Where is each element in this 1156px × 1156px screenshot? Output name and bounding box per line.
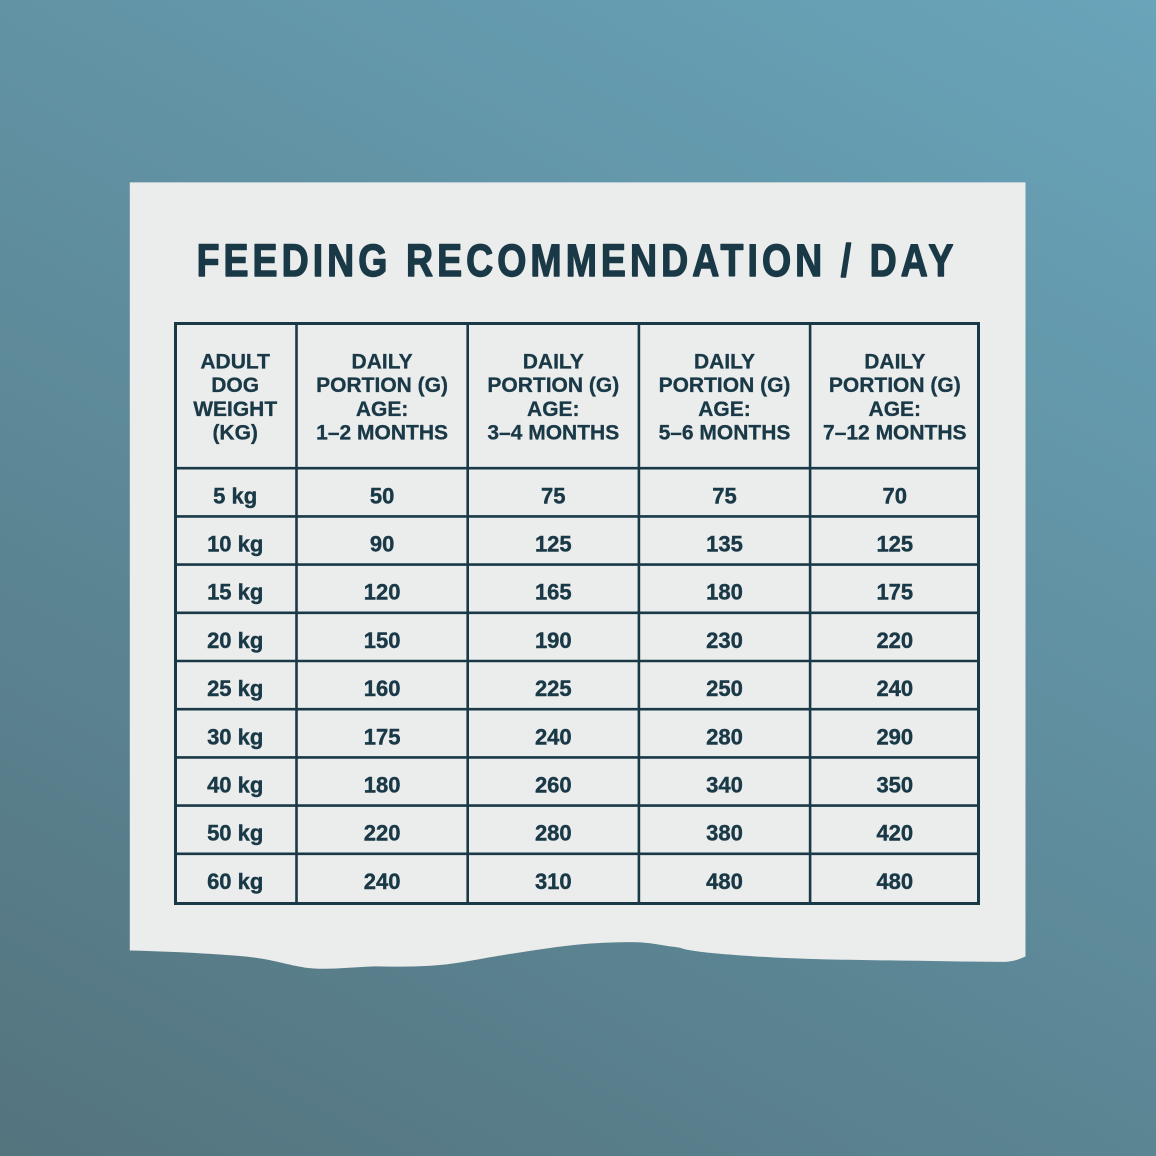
svg-text:ADULT: ADULT [200, 351, 270, 374]
svg-text:1–2 MONTHS: 1–2 MONTHS [316, 421, 448, 444]
svg-text:5–6 MONTHS: 5–6 MONTHS [659, 421, 791, 444]
svg-text:310: 310 [535, 869, 572, 894]
svg-text:AGE:: AGE: [527, 398, 580, 421]
svg-text:5 kg: 5 kg [213, 483, 257, 508]
svg-text:AGE:: AGE: [698, 398, 751, 421]
svg-text:190: 190 [535, 628, 572, 653]
svg-text:20 kg: 20 kg [207, 628, 263, 653]
svg-text:250: 250 [706, 676, 743, 701]
svg-text:7–12 MONTHS: 7–12 MONTHS [823, 421, 967, 444]
svg-text:30 kg: 30 kg [207, 724, 263, 749]
svg-text:180: 180 [706, 580, 743, 605]
svg-text:25 kg: 25 kg [207, 676, 263, 701]
svg-text:380: 380 [706, 821, 743, 846]
svg-text:240: 240 [876, 676, 913, 701]
svg-text:350: 350 [876, 773, 913, 798]
svg-text:AGE:: AGE: [356, 398, 409, 421]
svg-text:AGE:: AGE: [869, 398, 922, 421]
svg-text:60 kg: 60 kg [207, 869, 263, 894]
svg-text:10 kg: 10 kg [207, 532, 263, 557]
svg-text:70: 70 [883, 483, 907, 508]
svg-text:PORTION (G): PORTION (G) [487, 374, 619, 397]
svg-text:480: 480 [876, 869, 913, 894]
svg-text:280: 280 [535, 821, 572, 846]
svg-text:15 kg: 15 kg [207, 580, 263, 605]
svg-text:50: 50 [370, 483, 394, 508]
svg-text:420: 420 [876, 821, 913, 846]
svg-text:125: 125 [535, 532, 572, 557]
svg-text:DAILY: DAILY [864, 351, 925, 374]
svg-text:220: 220 [876, 628, 913, 653]
svg-text:290: 290 [876, 724, 913, 749]
svg-text:175: 175 [876, 580, 913, 605]
svg-text:75: 75 [712, 483, 736, 508]
svg-text:WEIGHT: WEIGHT [193, 398, 277, 421]
svg-text:125: 125 [876, 532, 913, 557]
svg-text:165: 165 [535, 580, 572, 605]
svg-text:DAILY: DAILY [694, 351, 755, 374]
svg-text:50 kg: 50 kg [207, 821, 263, 846]
svg-text:220: 220 [364, 821, 401, 846]
svg-text:PORTION (G): PORTION (G) [316, 374, 448, 397]
svg-text:DAILY: DAILY [352, 351, 413, 374]
svg-text:225: 225 [535, 676, 572, 701]
svg-text:90: 90 [370, 532, 394, 557]
svg-text:240: 240 [364, 869, 401, 894]
svg-text:240: 240 [535, 724, 572, 749]
svg-text:180: 180 [364, 773, 401, 798]
svg-text:120: 120 [364, 580, 401, 605]
svg-text:230: 230 [706, 628, 743, 653]
svg-text:260: 260 [535, 773, 572, 798]
svg-text:75: 75 [541, 483, 565, 508]
svg-text:175: 175 [364, 724, 401, 749]
svg-text:DAILY: DAILY [523, 351, 584, 374]
svg-text:340: 340 [706, 773, 743, 798]
svg-text:PORTION (G): PORTION (G) [659, 374, 791, 397]
svg-text:(KG): (KG) [212, 421, 258, 444]
svg-text:150: 150 [364, 628, 401, 653]
svg-text:PORTION (G): PORTION (G) [829, 374, 961, 397]
svg-text:480: 480 [706, 869, 743, 894]
svg-text:40 kg: 40 kg [207, 773, 263, 798]
svg-text:3–4 MONTHS: 3–4 MONTHS [487, 421, 619, 444]
svg-text:135: 135 [706, 532, 743, 557]
svg-text:FEEDING RECOMMENDATION / DAY: FEEDING RECOMMENDATION / DAY [197, 234, 954, 285]
svg-text:DOG: DOG [211, 374, 259, 397]
svg-text:280: 280 [706, 724, 743, 749]
svg-text:160: 160 [364, 676, 401, 701]
